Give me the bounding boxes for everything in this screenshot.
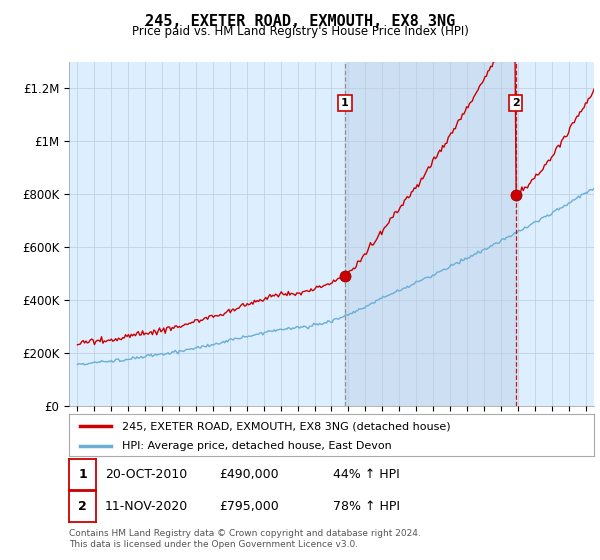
Text: 2: 2 — [512, 98, 520, 108]
Text: 78% ↑ HPI: 78% ↑ HPI — [333, 500, 400, 513]
Bar — [345, 62, 515, 406]
Text: HPI: Average price, detached house, East Devon: HPI: Average price, detached house, East… — [121, 441, 391, 451]
Text: Price paid vs. HM Land Registry's House Price Index (HPI): Price paid vs. HM Land Registry's House … — [131, 25, 469, 38]
Text: Contains HM Land Registry data © Crown copyright and database right 2024.
This d: Contains HM Land Registry data © Crown c… — [69, 529, 421, 549]
Text: 1: 1 — [78, 468, 87, 481]
Text: 1: 1 — [341, 98, 349, 108]
Text: 245, EXETER ROAD, EXMOUTH, EX8 3NG: 245, EXETER ROAD, EXMOUTH, EX8 3NG — [145, 14, 455, 29]
Text: £795,000: £795,000 — [219, 500, 279, 513]
Text: 44% ↑ HPI: 44% ↑ HPI — [333, 468, 400, 481]
Text: 2: 2 — [78, 500, 87, 513]
Text: 245, EXETER ROAD, EXMOUTH, EX8 3NG (detached house): 245, EXETER ROAD, EXMOUTH, EX8 3NG (deta… — [121, 421, 450, 431]
Text: 20-OCT-2010: 20-OCT-2010 — [105, 468, 187, 481]
Text: £490,000: £490,000 — [219, 468, 278, 481]
Text: 11-NOV-2020: 11-NOV-2020 — [105, 500, 188, 513]
